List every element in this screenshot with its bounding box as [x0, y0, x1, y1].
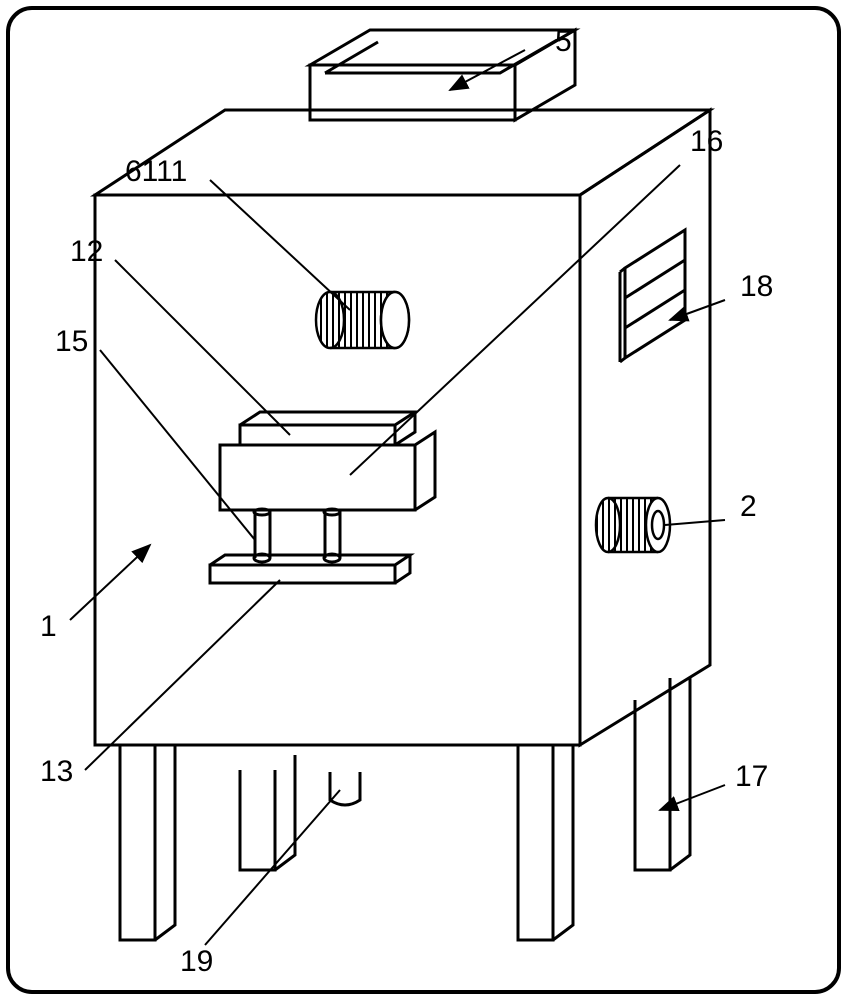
- label-6111: 6111: [125, 155, 187, 189]
- label-1: 1: [40, 610, 57, 644]
- top-inlet-box: [310, 30, 575, 120]
- label-5: 5: [555, 25, 572, 59]
- front-assembly: [210, 412, 435, 583]
- outlet-19: [330, 772, 360, 805]
- label-17: 17: [735, 760, 768, 794]
- label-18: 18: [740, 270, 773, 304]
- label-19: 19: [180, 945, 213, 979]
- label-12: 12: [70, 235, 103, 269]
- label-13: 13: [40, 755, 73, 789]
- legs: [120, 678, 690, 940]
- label-16: 16: [690, 125, 723, 159]
- panel-18: [620, 230, 685, 362]
- motor-6111: [316, 292, 409, 348]
- label-15: 15: [55, 325, 88, 359]
- main-body: [95, 110, 710, 745]
- label-2: 2: [740, 490, 757, 524]
- knob-2: [596, 498, 670, 552]
